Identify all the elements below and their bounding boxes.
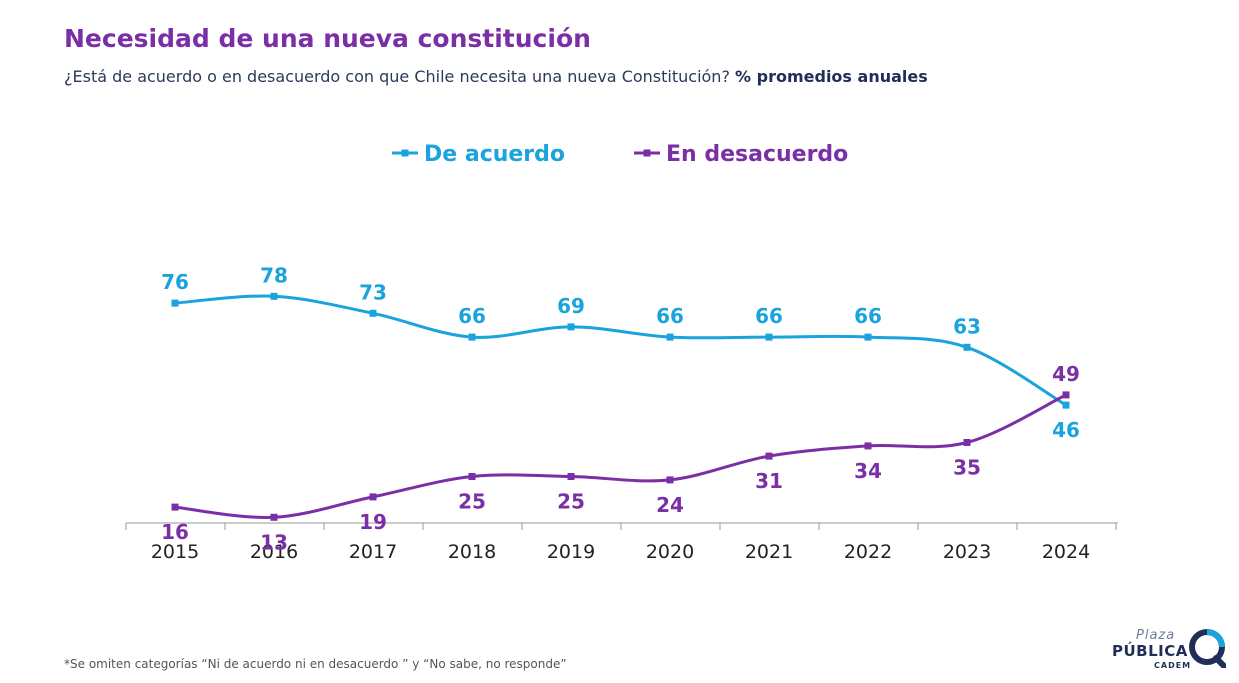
legend-marker [643,149,651,157]
data-point [666,476,674,484]
page-subtitle: ¿Está de acuerdo o en desacuerdo con que… [64,67,928,86]
legend-label: En desacuerdo [666,142,848,167]
x-tick-label: 2024 [1042,541,1090,563]
data-label: 49 [1052,362,1080,386]
line-chart: 2015 2016 2017 2018 2019 2020 2021 2022 2023 2024… [125,142,1118,563]
series-line [174,393,1067,519]
x-tick-label: 2015 [151,541,199,563]
data-label: 16 [161,520,189,544]
x-tick-label: 2017 [349,541,397,563]
data-label: 78 [260,263,288,287]
data-point [666,333,674,341]
x-tick-label: 2016 [250,541,298,563]
data-point [963,439,971,446]
data-point [567,323,575,331]
data-label: 13 [260,530,288,554]
data-label: 73 [359,280,387,304]
logo-line3: CADEM [1154,661,1192,670]
logo-mark-icon [1189,629,1226,668]
data-point [963,343,971,351]
data-label: 19 [359,510,387,534]
legend-marker [401,149,409,157]
data-label: 46 [1052,418,1080,442]
subtitle-question: ¿Está de acuerdo o en desacuerdo con que… [64,67,730,86]
data-point [864,333,872,341]
x-tick-label: 2020 [646,541,694,563]
data-point [765,333,773,341]
x-tick-label: 2021 [745,541,793,563]
series-line [174,294,1067,407]
x-tick-label: 2023 [943,541,991,563]
data-label: 69 [557,294,585,318]
data-label: 25 [557,490,585,514]
data-point [567,473,575,480]
data-point [171,503,179,511]
x-tick-label: 2019 [547,541,595,563]
data-point [270,513,278,521]
subtitle-bold: % promedios anuales [735,67,928,86]
data-point [1062,401,1070,409]
data-point [369,493,377,501]
x-tick-label: 2018 [448,541,496,563]
data-label: 66 [755,304,783,328]
logo-line1: Plaza [1136,628,1176,643]
x-tick-label: 2022 [844,541,892,563]
data-label: 63 [953,314,981,338]
data-point [468,333,476,341]
data-label: 24 [656,493,684,517]
footnote: *Se omiten categorías “Ni de acuerdo ni … [64,657,567,671]
data-label: 66 [458,304,486,328]
data-point [468,473,476,480]
plaza-publica-logo: Plaza PÚBLICA CADEM [1110,626,1230,676]
data-point [765,452,773,460]
data-point [1062,391,1070,399]
data-label: 34 [854,459,882,483]
legend-label: De acuerdo [424,142,565,167]
data-label: 76 [161,270,189,294]
data-point [369,309,377,317]
data-label: 66 [854,304,882,328]
logo-line2: PÚBLICA [1112,642,1188,660]
page-title: Necesidad de una nueva constitución [64,24,591,53]
data-label: 25 [458,490,486,514]
data-point [270,292,278,300]
data-point [864,442,872,450]
data-point [171,299,179,307]
data-label: 31 [755,469,783,493]
data-label: 66 [656,304,684,328]
data-label: 35 [953,456,981,480]
